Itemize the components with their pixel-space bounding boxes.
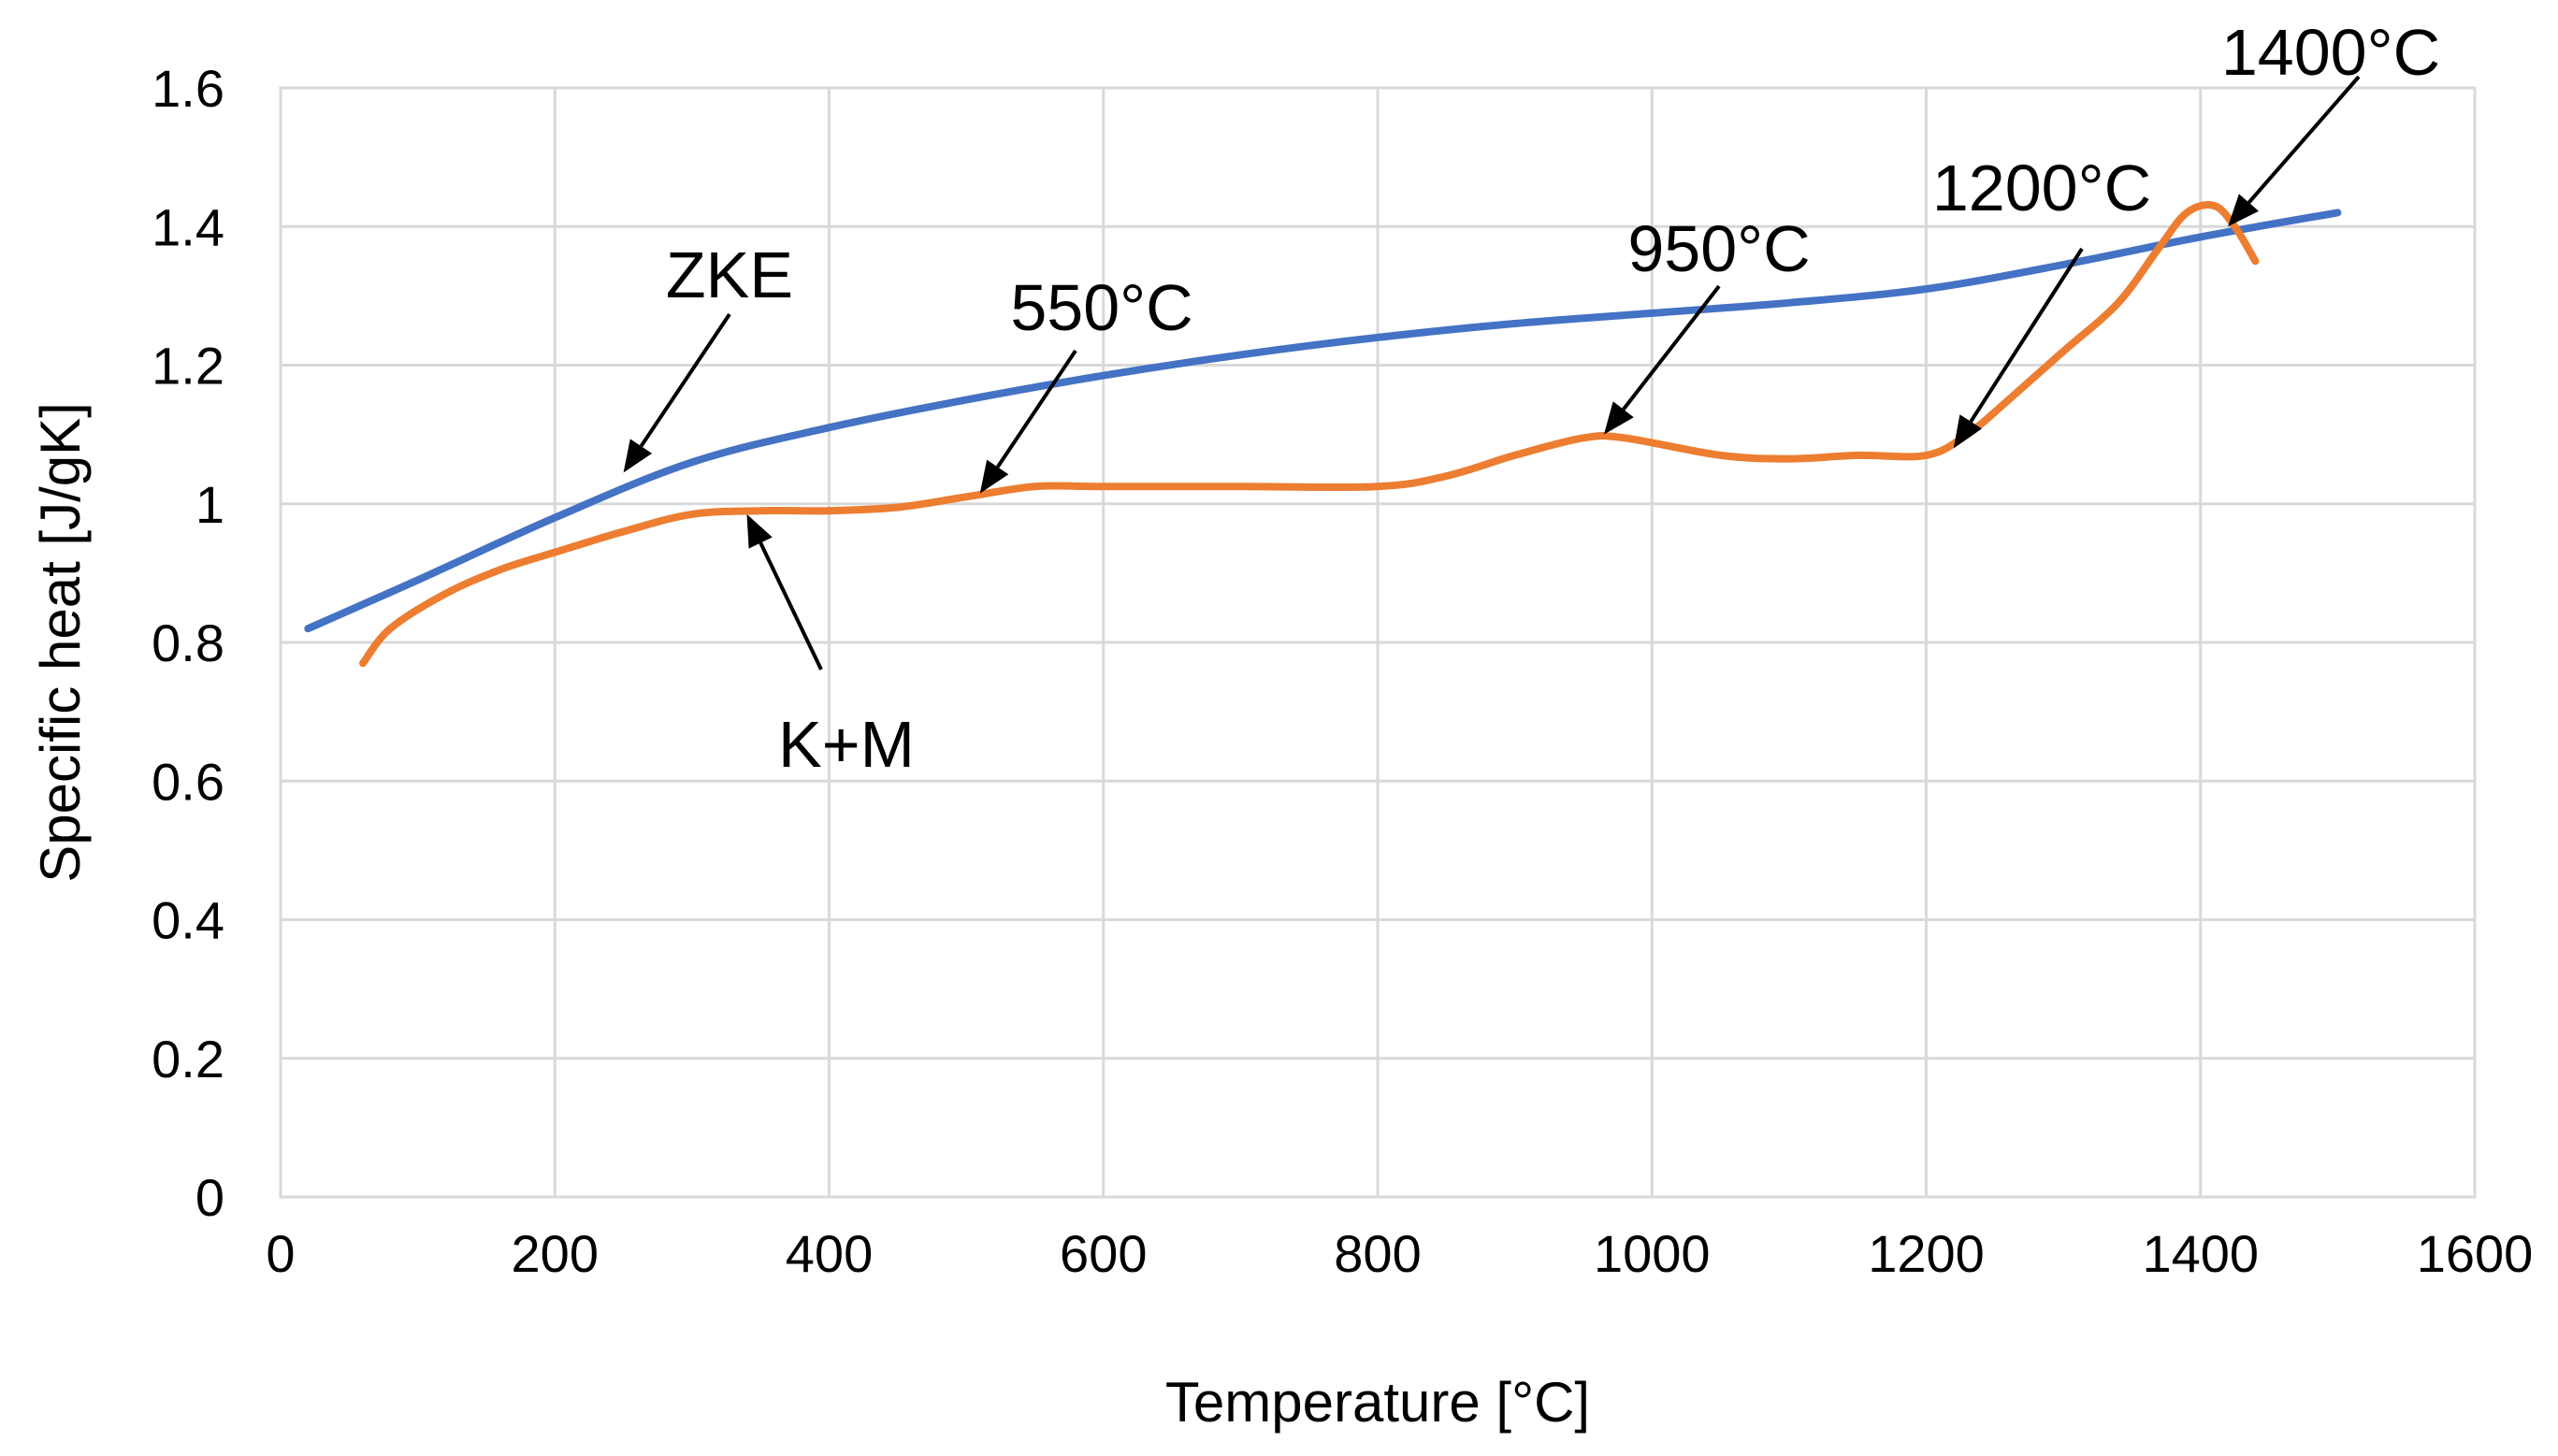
series-line-zke bbox=[304, 209, 2342, 633]
y-tick-label: 0 bbox=[195, 1168, 224, 1227]
series-lines bbox=[304, 201, 2342, 668]
gridlines bbox=[279, 86, 2477, 1199]
annotation-label-k-m: K+M bbox=[778, 708, 915, 781]
x-tick-label: 1400 bbox=[2142, 1224, 2259, 1283]
y-tick-label: 1.6 bbox=[152, 59, 224, 118]
x-tick-label: 800 bbox=[1334, 1224, 1421, 1283]
annotation-arrow-1200-c bbox=[1969, 247, 2084, 423]
annotation-arrow-zke bbox=[639, 312, 731, 448]
annotation-arrow-k-m bbox=[759, 541, 823, 670]
x-tick-labels: 0 200 400 600 800 1000 1200 1400 1600 bbox=[266, 1224, 2533, 1283]
plot-area bbox=[279, 86, 2477, 1199]
y-tick-label: 0.2 bbox=[152, 1030, 224, 1088]
x-tick-label: 1200 bbox=[1868, 1224, 1985, 1283]
annotation-arrow-550-c bbox=[996, 349, 1077, 469]
y-tick-label: 1.2 bbox=[152, 337, 224, 396]
y-tick-label: 0.4 bbox=[152, 891, 224, 950]
y-tick-label: 0.8 bbox=[152, 613, 224, 672]
annotation-arrowhead-k-m bbox=[746, 513, 773, 549]
annotation-arrowhead-zke bbox=[623, 439, 653, 473]
annotation-arrow-1400-c bbox=[2247, 75, 2361, 204]
y-tick-labels: 0 0.2 0.4 0.6 0.8 1 1.2 1.4 1.6 bbox=[152, 59, 224, 1227]
annotation-arrow-950-c bbox=[1622, 284, 1721, 411]
annotation-arrowhead-950-c bbox=[1603, 401, 1634, 435]
annotation-label-950-c: 950°C bbox=[1627, 212, 1810, 285]
annotation-label-1200-c: 1200°C bbox=[1932, 151, 2151, 224]
y-tick-label: 0.6 bbox=[152, 752, 224, 811]
annotation-label-550-c: 550°C bbox=[1010, 271, 1192, 344]
series-line-k-m bbox=[359, 201, 2260, 668]
x-tick-label: 1600 bbox=[2417, 1224, 2534, 1283]
annotation-label-zke: ZKE bbox=[666, 238, 793, 311]
x-tick-label: 1000 bbox=[1594, 1224, 1711, 1283]
y-tick-label: 1 bbox=[195, 475, 224, 534]
annotation-arrowhead-1400-c bbox=[2228, 194, 2259, 227]
annotation-arrowhead-1200-c bbox=[1953, 414, 1982, 449]
annotation-label-1400-c: 1400°C bbox=[2221, 16, 2440, 89]
x-tick-label: 600 bbox=[1060, 1224, 1147, 1283]
x-axis-title: Temperature [°C] bbox=[1165, 1371, 1590, 1434]
y-tick-label: 1.4 bbox=[152, 197, 224, 256]
x-tick-label: 200 bbox=[512, 1224, 599, 1283]
x-tick-label: 0 bbox=[266, 1224, 295, 1283]
x-tick-label: 400 bbox=[786, 1224, 873, 1283]
annotations: ZKE 550°C 950°C 1200°C 1400°C K+M bbox=[623, 16, 2440, 781]
annotation-arrowhead-550-c bbox=[979, 459, 1009, 494]
y-axis-title: Specific heat [J/gK] bbox=[29, 402, 92, 883]
